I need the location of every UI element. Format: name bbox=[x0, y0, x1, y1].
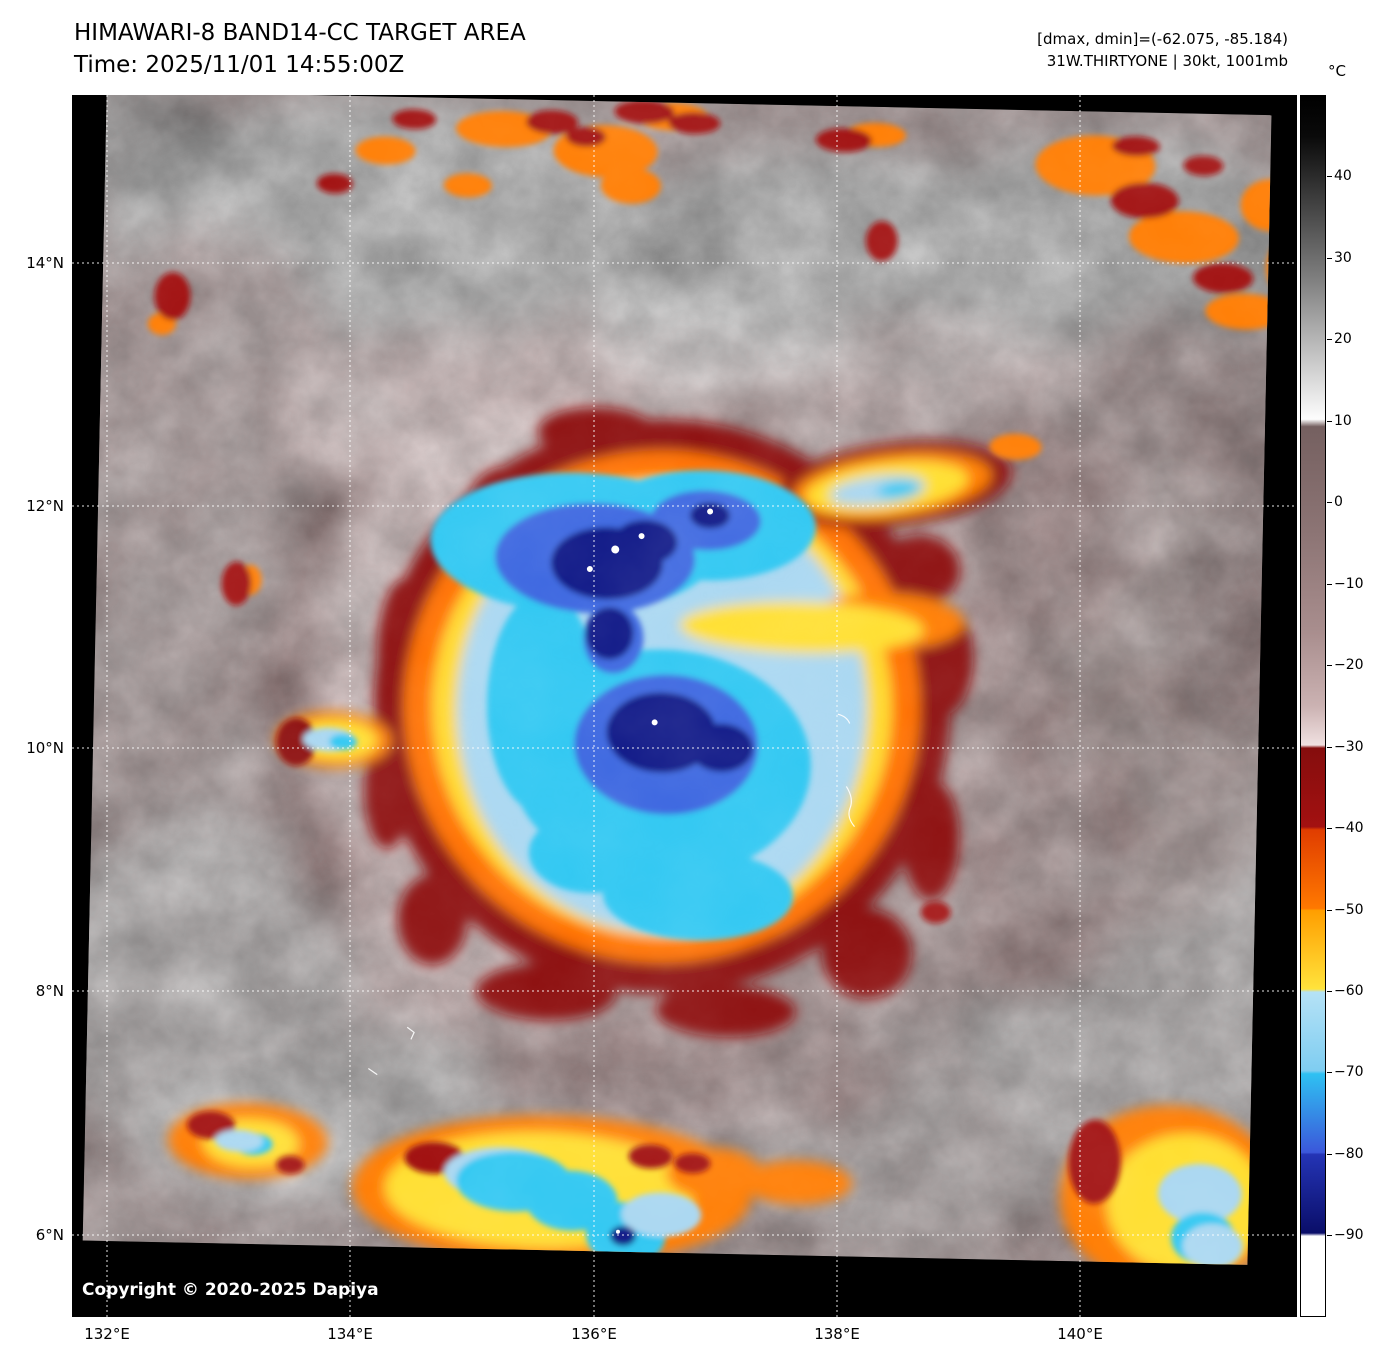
colorbar-tick-30: 30 bbox=[1334, 250, 1352, 266]
colorbar-tick-m70: −70 bbox=[1334, 1064, 1364, 1080]
lon-label-134e: 134°E bbox=[327, 1325, 373, 1343]
satellite-swath bbox=[82, 95, 1272, 1265]
storm-info: 31W.THIRTYONE | 30kt, 1001mb bbox=[1046, 52, 1288, 70]
colorbar-tick-m60: −60 bbox=[1334, 983, 1364, 999]
lat-label-12n: 12°N bbox=[26, 497, 64, 515]
colorbar-unit-label: °C bbox=[1328, 62, 1346, 80]
colorbar-tick-m50: −50 bbox=[1334, 902, 1364, 918]
figure-info: [dmax, dmin]=(-62.075, -85.184) 31W.THIR… bbox=[1037, 28, 1288, 72]
colorbar-tick-m30: −30 bbox=[1334, 739, 1364, 755]
copyright-text: Copyright © 2020-2025 Dapiya bbox=[82, 1280, 379, 1300]
lon-label-132e: 132°E bbox=[84, 1325, 130, 1343]
dmax-dmin-readout: [dmax, dmin]=(-62.075, -85.184) bbox=[1037, 30, 1288, 48]
figure-title: HIMAWARI-8 BAND14-CC TARGET AREA bbox=[74, 20, 526, 46]
map-plot-area bbox=[72, 95, 1297, 1317]
colorbar-tick-m90: −90 bbox=[1334, 1227, 1364, 1243]
graticule bbox=[72, 95, 1297, 1317]
colorbar-tick-10: 10 bbox=[1334, 413, 1352, 429]
colorbar-tick-40: 40 bbox=[1334, 168, 1352, 184]
lon-label-136e: 136°E bbox=[571, 1325, 617, 1343]
lon-label-140e: 140°E bbox=[1057, 1325, 1103, 1343]
colorbar-tick-m20: −20 bbox=[1334, 657, 1364, 673]
colorbar-tick-0: 0 bbox=[1334, 494, 1343, 510]
cloud-texture-fine bbox=[82, 95, 1272, 1265]
lon-label-138e: 138°E bbox=[814, 1325, 860, 1343]
lat-label-10n: 10°N bbox=[26, 739, 64, 757]
colorbar bbox=[1300, 95, 1326, 1317]
satellite-image bbox=[72, 95, 1297, 1317]
lat-label-8n: 8°N bbox=[35, 982, 64, 1000]
lat-label-14n: 14°N bbox=[26, 254, 64, 272]
colorbar-tick-20: 20 bbox=[1334, 331, 1352, 347]
colorbar-tick-m40: −40 bbox=[1334, 820, 1364, 836]
colorbar-tick-m10: −10 bbox=[1334, 576, 1364, 592]
lat-label-6n: 6°N bbox=[35, 1226, 64, 1244]
figure-time: Time: 2025/11/01 14:55:00Z bbox=[74, 52, 405, 78]
colorbar-tick-m80: −80 bbox=[1334, 1146, 1364, 1162]
